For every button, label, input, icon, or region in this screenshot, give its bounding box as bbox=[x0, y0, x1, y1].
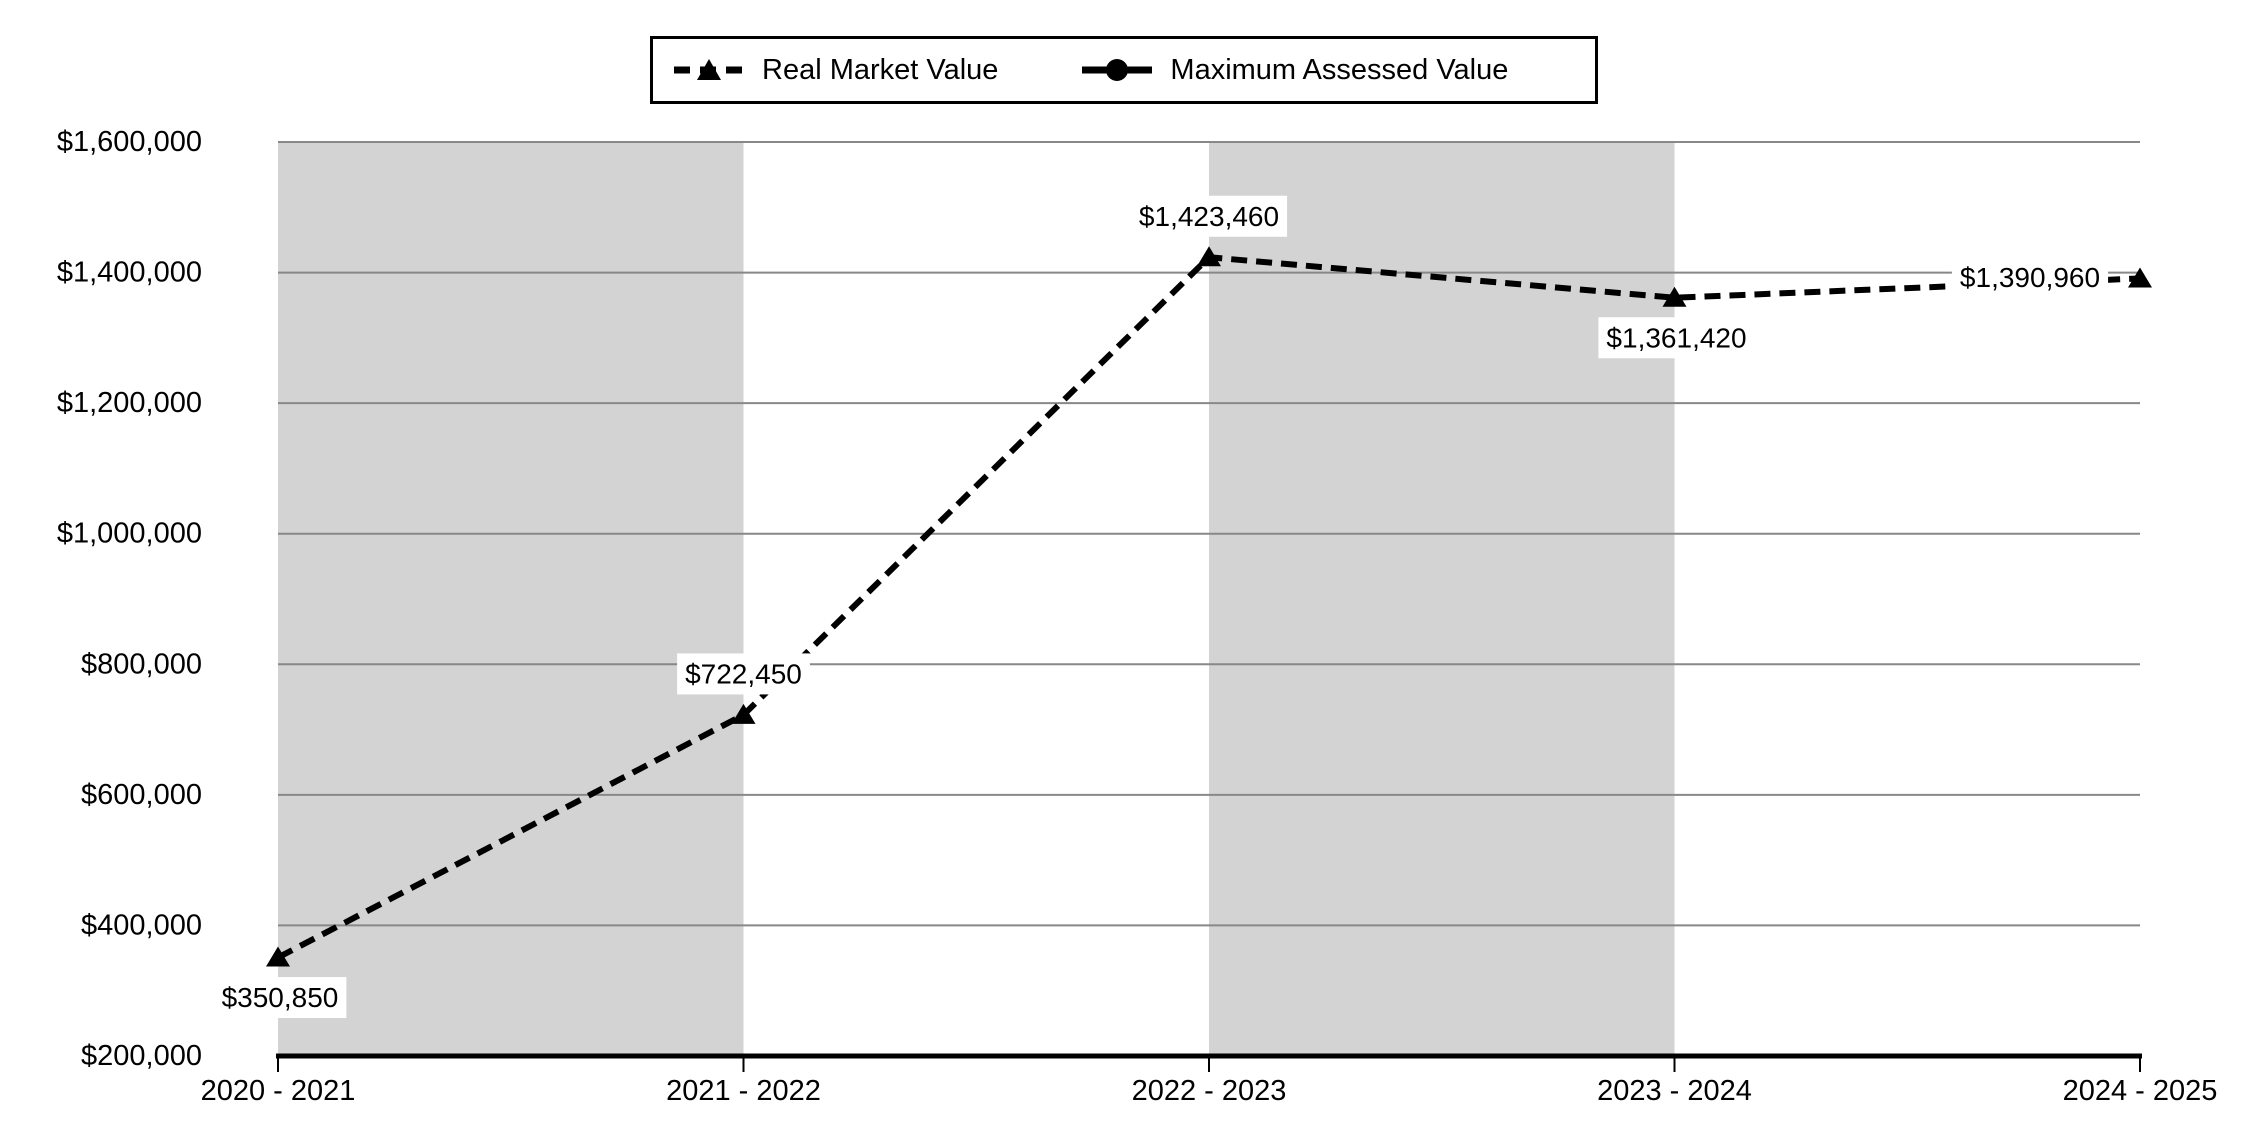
y-axis-tick-label: $200,000 bbox=[81, 1040, 202, 1072]
y-axis-tick-label: $1,200,000 bbox=[57, 387, 202, 419]
x-axis-tick-label: 2020 - 2021 bbox=[201, 1075, 356, 1107]
y-axis-tick-label: $1,400,000 bbox=[57, 257, 202, 289]
x-axis-tick-label: 2021 - 2022 bbox=[666, 1075, 821, 1107]
data-label: $350,850 bbox=[222, 982, 339, 1013]
data-point-marker-triangle bbox=[2128, 267, 2152, 288]
data-point-marker-triangle bbox=[1197, 246, 1221, 267]
data-point-marker-triangle bbox=[266, 946, 290, 967]
data-label-background bbox=[1951, 256, 2109, 298]
data-label: $722,450 bbox=[685, 658, 802, 689]
y-axis-tick-label: $400,000 bbox=[81, 909, 202, 941]
data-point-marker-triangle bbox=[1662, 286, 1687, 307]
y-axis-tick-label: $1,000,000 bbox=[57, 518, 202, 550]
legend-item-maximum-assessed-value: Maximum Assessed Value bbox=[1082, 54, 1508, 87]
data-label: $1,390,960 bbox=[1960, 262, 2100, 293]
y-axis-tick-label: $800,000 bbox=[81, 648, 202, 680]
data-label-background bbox=[1598, 317, 1755, 359]
data-label-background bbox=[213, 977, 347, 1019]
data-label: $1,423,460 bbox=[1139, 201, 1279, 232]
x-axis-tick-label: 2023 - 2024 bbox=[1597, 1075, 1752, 1107]
solid-line-circle-icon bbox=[1082, 57, 1153, 83]
y-axis-tick-label: $1,600,000 bbox=[57, 126, 202, 158]
legend-label-maximum-assessed-value: Maximum Assessed Value bbox=[1170, 53, 1509, 86]
y-axis-tick-label: $600,000 bbox=[81, 779, 202, 811]
x-axis-tick-label: 2022 - 2023 bbox=[1132, 1075, 1287, 1107]
plot-band bbox=[1209, 142, 1675, 1056]
chart-legend: Real Market Value Maximum Assessed Value bbox=[650, 36, 1598, 104]
x-axis-tick-label: 2024 - 2025 bbox=[2063, 1075, 2218, 1107]
data-label-background bbox=[1130, 195, 1288, 237]
data-label-background bbox=[677, 653, 810, 695]
plot-band bbox=[278, 142, 744, 1056]
legend-item-real-market-value: Real Market Value bbox=[674, 54, 998, 87]
dashed-line-triangle-icon bbox=[674, 57, 744, 83]
data-label: $1,361,420 bbox=[1606, 322, 1746, 353]
legend-label-real-market-value: Real Market Value bbox=[762, 53, 999, 86]
data-point-marker-triangle bbox=[731, 703, 756, 724]
